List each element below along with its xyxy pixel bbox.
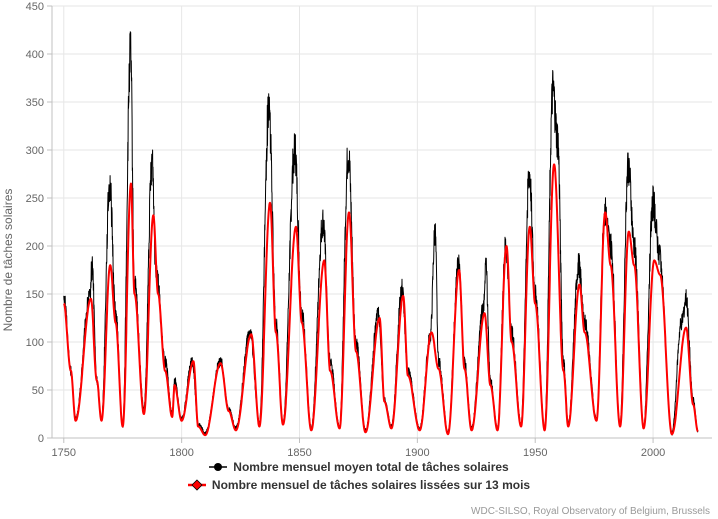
svg-text:450: 450 bbox=[26, 1, 44, 13]
svg-text:1850: 1850 bbox=[287, 447, 311, 459]
legend-label-smoothed: Nombre mensuel de tâches solaires lissée… bbox=[212, 478, 530, 492]
legend-item-monthly: Nombre mensuel moyen total de tâches sol… bbox=[209, 460, 508, 474]
legend-item-smoothed: Nombre mensuel de tâches solaires lissée… bbox=[188, 478, 530, 492]
svg-text:150: 150 bbox=[26, 289, 44, 301]
svg-text:2000: 2000 bbox=[641, 447, 665, 459]
sunspot-chart: Nombre de tâches solaires 0 50 100 150 200 25… bbox=[0, 0, 718, 519]
svg-text:50: 50 bbox=[32, 385, 44, 397]
svg-text:1800: 1800 bbox=[169, 447, 193, 459]
legend-row-1: Nombre mensuel moyen total de tâches sol… bbox=[0, 460, 718, 477]
credit-text: WDC-SILSO, Royal Observatory of Belgium,… bbox=[471, 506, 710, 517]
svg-text:100: 100 bbox=[26, 337, 44, 349]
svg-text:250: 250 bbox=[26, 193, 44, 205]
legend-label-monthly: Nombre mensuel moyen total de tâches sol… bbox=[233, 460, 508, 474]
legend-row-2: Nombre mensuel de tâches solaires lissée… bbox=[0, 478, 718, 495]
y-axis-label: Nombre de tâches solaires bbox=[1, 188, 15, 331]
svg-text:0: 0 bbox=[38, 433, 44, 445]
svg-text:1750: 1750 bbox=[52, 447, 76, 459]
svg-text:1950: 1950 bbox=[523, 447, 547, 459]
svg-text:200: 200 bbox=[26, 241, 44, 253]
svg-text:300: 300 bbox=[26, 145, 44, 157]
legend-marker-monthly bbox=[209, 460, 227, 474]
legend-marker-smoothed bbox=[188, 478, 206, 492]
svg-text:1900: 1900 bbox=[405, 447, 429, 459]
svg-text:350: 350 bbox=[26, 97, 44, 109]
svg-text:400: 400 bbox=[26, 49, 44, 61]
chart-canvas: 0 50 100 150 200 250 300 350 400 450 1750 1800 1850 1… bbox=[0, 0, 718, 519]
